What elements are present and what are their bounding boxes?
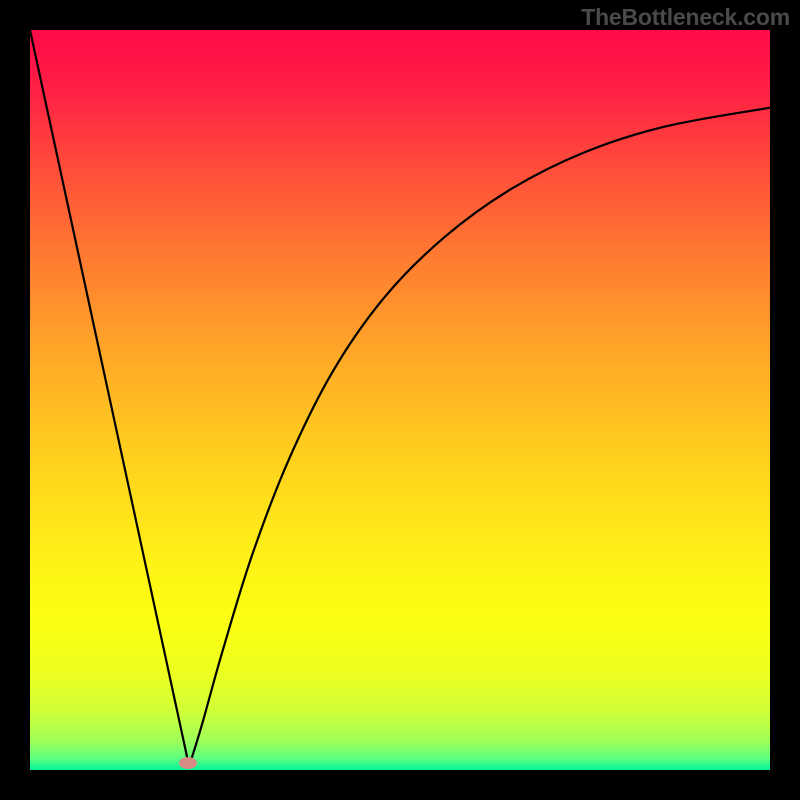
bottleneck-curve	[30, 30, 770, 766]
valley-marker	[179, 757, 197, 769]
curve-overlay	[0, 0, 800, 800]
chart-container: TheBottleneck.com	[0, 0, 800, 800]
watermark-text: TheBottleneck.com	[581, 4, 790, 31]
